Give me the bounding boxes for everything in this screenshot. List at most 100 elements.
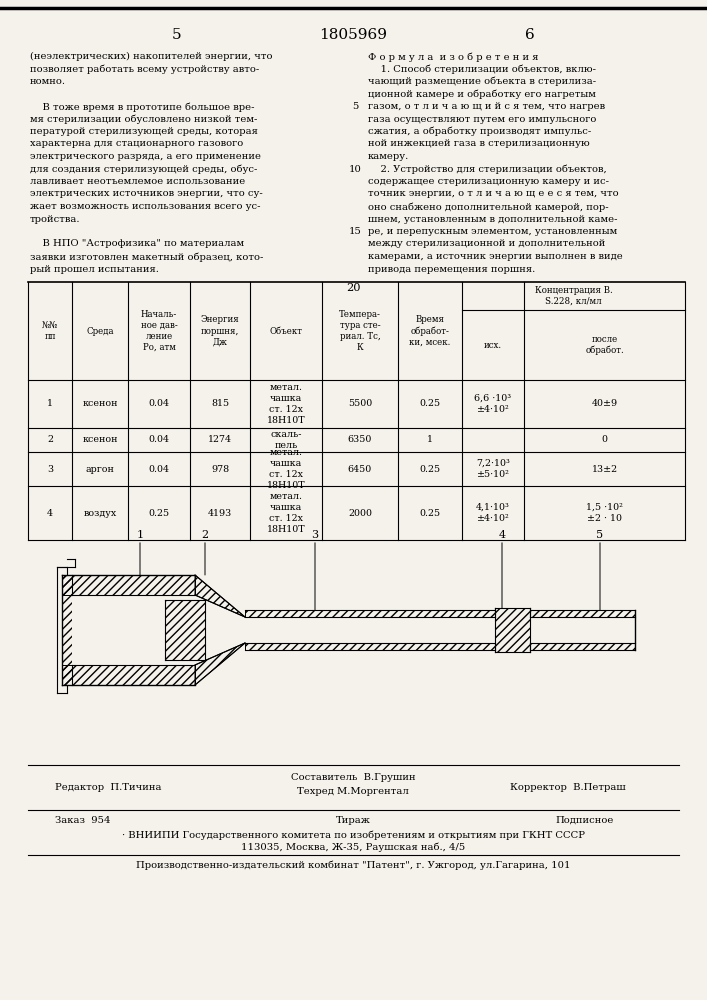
Bar bbox=[62, 575, 195, 595]
Text: 10: 10 bbox=[349, 164, 361, 174]
Text: 978: 978 bbox=[211, 464, 229, 474]
Text: метал.
чашка
ст. 12х
18Н10Т: метал. чашка ст. 12х 18Н10Т bbox=[267, 383, 305, 425]
Text: Заказ  954: Заказ 954 bbox=[55, 816, 110, 825]
Text: электрических источников энергии, что су-: электрических источников энергии, что су… bbox=[30, 190, 263, 198]
Text: 1. Способ стерилизации объектов, вклю-: 1. Способ стерилизации объектов, вклю- bbox=[368, 64, 596, 74]
Text: 0: 0 bbox=[602, 436, 607, 444]
Text: камерами, а источник энергии выполнен в виде: камерами, а источник энергии выполнен в … bbox=[368, 252, 623, 261]
Text: Энергия
поршня,
Дж: Энергия поршня, Дж bbox=[201, 315, 240, 347]
Text: 5: 5 bbox=[597, 530, 604, 610]
Text: исх.: исх. bbox=[484, 340, 502, 350]
Bar bbox=[72, 595, 195, 665]
Text: 113035, Москва, Ж-35, Раушская наб., 4/5: 113035, Москва, Ж-35, Раушская наб., 4/5 bbox=[241, 843, 465, 852]
Text: газом, о т л и ч а ю щ и й с я тем, что нагрев: газом, о т л и ч а ю щ и й с я тем, что … bbox=[368, 102, 605, 111]
Text: 4193: 4193 bbox=[208, 508, 232, 518]
Text: Объект: Объект bbox=[269, 326, 303, 336]
Text: 0.04: 0.04 bbox=[148, 399, 170, 408]
Text: Темпера-
тура сте-
риал. Тс,
К: Темпера- тура сте- риал. Тс, К bbox=[339, 310, 381, 352]
Bar bbox=[495, 608, 530, 652]
Text: В тоже время в прототипе большое вре-: В тоже время в прототипе большое вре- bbox=[30, 102, 255, 111]
Text: сжатия, а обработку производят импульс-: сжатия, а обработку производят импульс- bbox=[368, 127, 591, 136]
Text: Подписное: Подписное bbox=[555, 816, 614, 825]
Bar bbox=[62, 575, 72, 685]
Text: оно снабжено дополнительной камерой, пор-: оно снабжено дополнительной камерой, пор… bbox=[368, 202, 609, 212]
Text: рый прошел испытания.: рый прошел испытания. bbox=[30, 264, 159, 273]
Text: 0.04: 0.04 bbox=[148, 436, 170, 444]
Text: 815: 815 bbox=[211, 399, 229, 408]
Text: Время
обработ-
ки, мсек.: Время обработ- ки, мсек. bbox=[409, 315, 450, 347]
Bar bbox=[245, 610, 495, 617]
Text: газа осуществляют путем его импульсного: газа осуществляют путем его импульсного bbox=[368, 114, 597, 123]
Text: привода перемещения поршня.: привода перемещения поршня. bbox=[368, 264, 535, 273]
Text: 4: 4 bbox=[47, 508, 53, 518]
Text: Производственно-издательский комбинат "Патент", г. Ужгород, ул.Гагарина, 101: Производственно-издательский комбинат "П… bbox=[136, 861, 571, 870]
Text: 1: 1 bbox=[136, 530, 144, 575]
Text: 1805969: 1805969 bbox=[319, 28, 387, 42]
Text: В НПО "Астрофизика" по материалам: В НПО "Астрофизика" по материалам bbox=[30, 239, 244, 248]
Text: ционной камере и обработку его нагретым: ционной камере и обработку его нагретым bbox=[368, 90, 596, 99]
Text: точник энергии, о т л и ч а ю щ е е с я тем, что: точник энергии, о т л и ч а ю щ е е с я … bbox=[368, 190, 619, 198]
Text: 6350: 6350 bbox=[348, 436, 372, 444]
Text: жает возможность использования всего ус-: жает возможность использования всего ус- bbox=[30, 202, 260, 211]
Text: 2. Устройство для стерилизации объектов,: 2. Устройство для стерилизации объектов, bbox=[368, 164, 607, 174]
Text: чающий размещение объекта в стерилиза-: чающий размещение объекта в стерилиза- bbox=[368, 77, 596, 87]
Bar bbox=[245, 643, 495, 650]
Text: лавливает неотъемлемое использование: лавливает неотъемлемое использование bbox=[30, 177, 245, 186]
Text: шнем, установленным в дополнительной каме-: шнем, установленным в дополнительной кам… bbox=[368, 215, 617, 224]
Text: 5: 5 bbox=[173, 28, 182, 42]
Text: 3: 3 bbox=[47, 464, 53, 474]
Text: 4,1·10³
±4·10²: 4,1·10³ ±4·10² bbox=[476, 503, 510, 523]
Text: электрического разряда, а его применение: электрического разряда, а его применение bbox=[30, 152, 261, 161]
Bar bbox=[530, 617, 635, 643]
Text: Ф о р м у л а  и з о б р е т е н и я: Ф о р м у л а и з о б р е т е н и я bbox=[368, 52, 539, 62]
Text: Редактор  П.Тичина: Редактор П.Тичина bbox=[55, 783, 161, 792]
Text: камеру.: камеру. bbox=[368, 152, 409, 161]
Bar bbox=[530, 643, 635, 650]
Text: позволяет работать всему устройству авто-: позволяет работать всему устройству авто… bbox=[30, 64, 259, 74]
Text: 40±9: 40±9 bbox=[592, 399, 617, 408]
Text: 2000: 2000 bbox=[348, 508, 372, 518]
Text: 1: 1 bbox=[427, 436, 433, 444]
Text: содержащее стерилизационную камеру и ис-: содержащее стерилизационную камеру и ис- bbox=[368, 177, 609, 186]
Text: тройства.: тройства. bbox=[30, 215, 81, 224]
Text: 1: 1 bbox=[47, 399, 53, 408]
Text: 5500: 5500 bbox=[348, 399, 372, 408]
Text: воздух: воздух bbox=[83, 508, 117, 518]
Text: ре, и перепускным элементом, установленным: ре, и перепускным элементом, установленн… bbox=[368, 227, 617, 236]
Text: ной инжекцией газа в стерилизационную: ной инжекцией газа в стерилизационную bbox=[368, 139, 590, 148]
Text: метал.
чашка
ст. 12х
18Н10Т: метал. чашка ст. 12х 18Н10Т bbox=[267, 492, 305, 534]
Text: для создания стерилизующей среды, обус-: для создания стерилизующей среды, обус- bbox=[30, 164, 257, 174]
Text: Началь-
ное дав-
ление
Ро, атм: Началь- ное дав- ление Ро, атм bbox=[141, 310, 177, 352]
Text: пературой стерилизующей среды, которая: пературой стерилизующей среды, которая bbox=[30, 127, 258, 136]
Text: 2: 2 bbox=[201, 530, 209, 575]
Text: (неэлектрических) накопителей энергии, что: (неэлектрических) накопителей энергии, ч… bbox=[30, 52, 272, 61]
Text: 15: 15 bbox=[349, 227, 361, 236]
Text: Корректор  В.Петраш: Корректор В.Петраш bbox=[510, 783, 626, 792]
Text: · ВНИИПИ Государственного комитета по изобретениям и открытиям при ГКНТ СССР: · ВНИИПИ Государственного комитета по из… bbox=[122, 830, 585, 840]
Text: Составитель  В.Грушин: Составитель В.Грушин bbox=[291, 773, 415, 782]
Text: 13±2: 13±2 bbox=[592, 464, 617, 474]
Text: 0.25: 0.25 bbox=[148, 508, 170, 518]
Text: 4: 4 bbox=[498, 530, 506, 608]
Text: 6,6 ·10³
±4·10²: 6,6 ·10³ ±4·10² bbox=[474, 394, 512, 414]
Text: аргон: аргон bbox=[86, 464, 115, 474]
Text: ксенон: ксенон bbox=[82, 436, 118, 444]
Text: 5: 5 bbox=[352, 102, 358, 111]
Text: 1274: 1274 bbox=[208, 436, 232, 444]
Text: после
обработ.: после обработ. bbox=[585, 335, 624, 355]
Text: 0.25: 0.25 bbox=[419, 464, 440, 474]
Text: номно.: номно. bbox=[30, 77, 66, 86]
Text: 7,2·10³
±5·10²: 7,2·10³ ±5·10² bbox=[476, 459, 510, 479]
Text: 1,5 ·10²
±2 · 10: 1,5 ·10² ±2 · 10 bbox=[586, 503, 623, 523]
Text: 3: 3 bbox=[312, 530, 319, 610]
Text: между стерилизационной и дополнительной: между стерилизационной и дополнительной bbox=[368, 239, 605, 248]
Text: скаль-
пель: скаль- пель bbox=[270, 430, 302, 450]
Text: Среда: Среда bbox=[86, 326, 114, 336]
Text: 0.04: 0.04 bbox=[148, 464, 170, 474]
Text: Тираж: Тираж bbox=[336, 816, 370, 825]
Bar bbox=[530, 610, 635, 617]
Text: 0.25: 0.25 bbox=[419, 508, 440, 518]
Text: 6: 6 bbox=[525, 28, 535, 42]
Text: характерна для стационарного газового: характерна для стационарного газового bbox=[30, 139, 243, 148]
Text: Концентрация В.
S.228, кл/мл: Концентрация В. S.228, кл/мл bbox=[534, 286, 612, 306]
